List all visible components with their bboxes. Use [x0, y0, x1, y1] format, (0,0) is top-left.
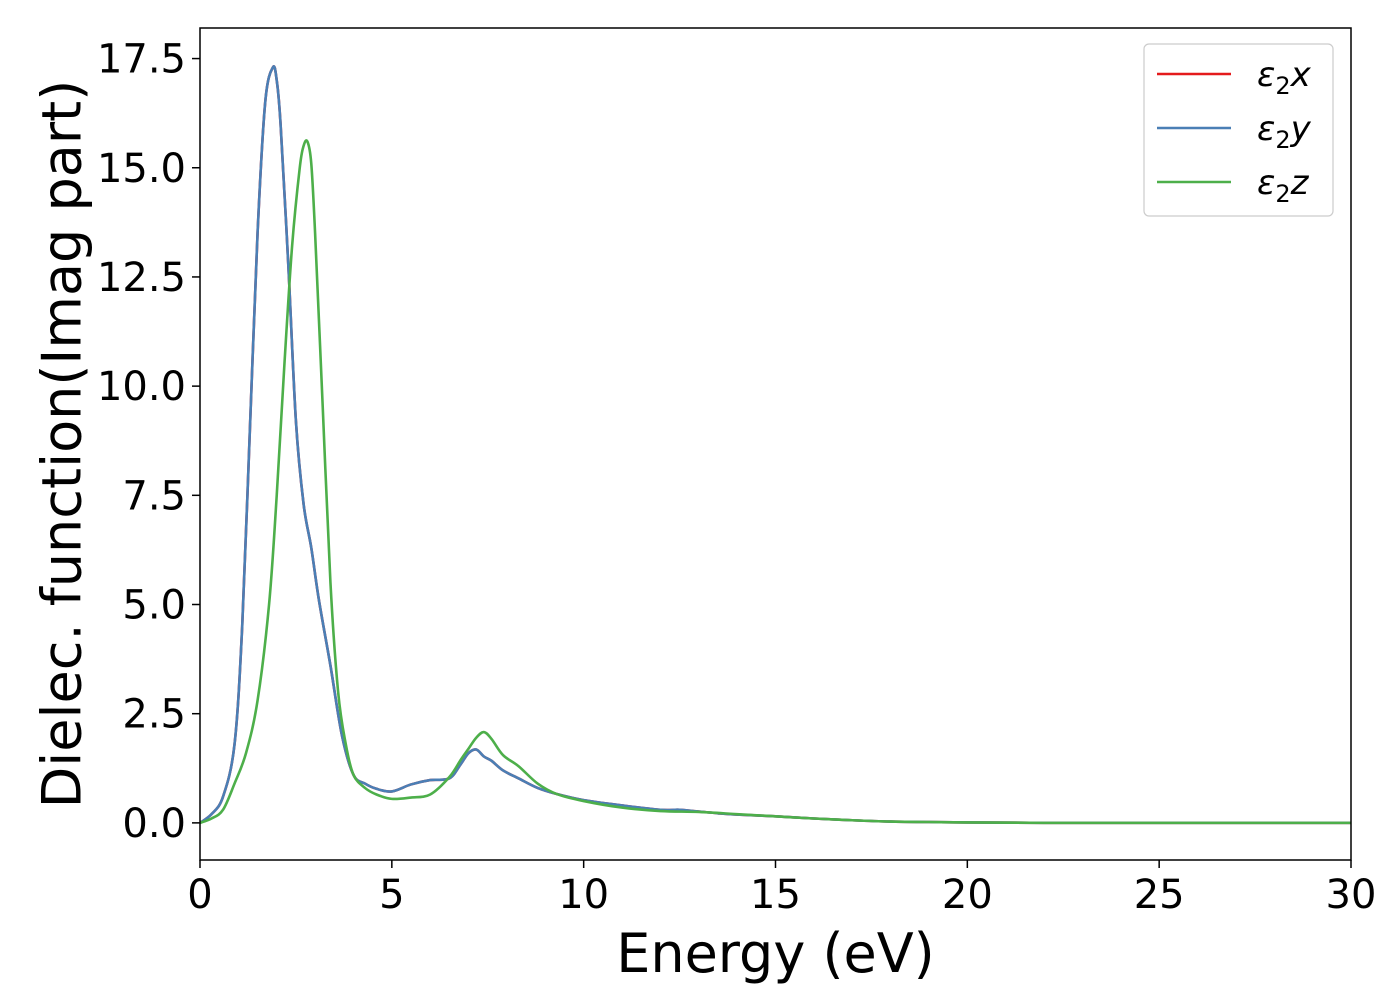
x-tick-label: 0	[187, 872, 212, 918]
y-tick-label: 17.5	[97, 37, 186, 83]
y-tick-label: 2.5	[122, 692, 186, 738]
x-tick-label: 10	[558, 872, 609, 918]
y-tick-label: 7.5	[122, 473, 186, 519]
y-tick-label: 0.0	[122, 801, 186, 847]
x-tick-label: 15	[750, 872, 801, 918]
legend-label-x: ε2x	[1257, 55, 1312, 100]
ticks-layer: 0 5 10 15 20 25 30 0.0 2.5 5.0 7.5 10.0 12.5 15.0 17.5	[97, 37, 1377, 918]
x-tick-label: 20	[942, 872, 993, 918]
x-tick-label: 30	[1326, 872, 1377, 918]
x-tick-label: 25	[1134, 872, 1185, 918]
legend-label-z: ε2z	[1257, 163, 1310, 208]
legend-box	[1143, 43, 1334, 217]
y-tick-label: 5.0	[122, 583, 186, 629]
y-tick-label: 15.0	[97, 146, 186, 192]
legend-label-y: ε2y	[1257, 109, 1312, 154]
legend: ε2x ε2y ε2z	[1143, 43, 1334, 217]
x-tick-label: 5	[379, 872, 404, 918]
y-axis-title: Dielec. function(Imag part)	[31, 80, 94, 809]
series-layer	[200, 65, 1351, 825]
series-line-z	[200, 139, 1351, 825]
y-tick-label: 10.0	[97, 364, 186, 410]
y-tick-label: 12.5	[97, 255, 186, 301]
x-axis-title: Energy (eV)	[616, 922, 935, 985]
